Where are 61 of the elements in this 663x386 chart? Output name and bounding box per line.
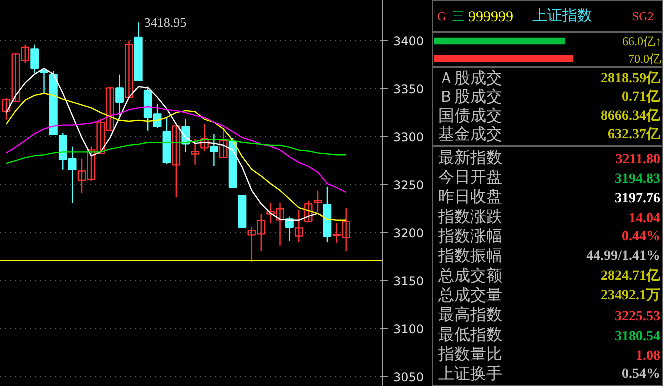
candlestick [314, 190, 322, 214]
data-label: 70.0亿 [628, 52, 662, 66]
y-tick-label: 3050 [394, 370, 424, 384]
text: 632.37亿 [608, 128, 660, 143]
category-label: 基金成交 [438, 126, 502, 144]
category-label: 最高指数 [438, 306, 502, 324]
text: G [438, 10, 446, 24]
annotation: 3418.95 [144, 15, 187, 30]
category-label: 总成交量 [438, 286, 502, 304]
text: 3211.80 [616, 152, 661, 168]
y-tick-label: 3150 [394, 274, 424, 288]
text: 3180.54 [615, 329, 660, 344]
candlestick [294, 210, 304, 244]
category-label: Ａ股成交 [438, 69, 502, 88]
category-label: 今日开盘 [438, 170, 502, 186]
text: 0.44% [622, 230, 660, 244]
text: 1.08 [636, 349, 660, 364]
category-label: 昨日收盘 [438, 189, 502, 206]
candlestick [191, 138, 200, 166]
candlestick [172, 126, 181, 198]
text: 2818.59亿 [601, 71, 660, 86]
category-label: Ｂ股成交 [438, 88, 502, 106]
text: 2824.71亿 [601, 268, 660, 284]
category-label: 国债成交 [438, 106, 502, 125]
text: 44.99/1.41% [586, 249, 660, 264]
text: 3197.76 [615, 192, 660, 207]
y-tick-label: 3200 [394, 226, 424, 240]
text: 23492.1万 [601, 288, 660, 304]
candlestick [210, 134, 218, 168]
category-label: 上证换手 [438, 365, 502, 384]
y-tick-label: 3100 [394, 322, 424, 336]
candlestick [125, 40, 134, 98]
y-tick-label: 3250 [394, 178, 424, 192]
candlestick [286, 216, 294, 242]
category-label: 总成交额 [438, 266, 502, 285]
category-label: 指数涨幅 [438, 228, 502, 246]
text: 14.04 [629, 211, 660, 226]
text: SG2 [632, 10, 654, 24]
text: 0.54% [622, 367, 660, 382]
text: 3225.53 [615, 310, 660, 325]
category-label: 最新指数 [438, 148, 502, 167]
candlestick [219, 128, 228, 160]
candlestick [30, 44, 40, 74]
candlestick [304, 200, 313, 222]
category-label: 指数振幅 [438, 247, 502, 266]
data-label: 66.0亿↑ [622, 34, 662, 48]
text: 3194.83 [615, 172, 660, 187]
text: 三 [452, 10, 464, 24]
y-tick-label: 3400 [394, 34, 424, 48]
category-label: 指数量比 [438, 346, 502, 364]
y-tick-label: 3350 [394, 82, 424, 96]
candlestick [200, 124, 209, 152]
candlestick [116, 74, 124, 116]
category-label: 指数涨跌 [438, 208, 502, 226]
text: 8666.34亿 [601, 108, 660, 124]
line-series [6, 106, 347, 194]
category-label: 最低指数 [438, 326, 502, 344]
text: 999999 [468, 10, 514, 26]
y-tick-label: 3300 [394, 130, 424, 144]
text: 0.71亿 [622, 90, 660, 106]
text: 上证指数 [532, 8, 592, 24]
